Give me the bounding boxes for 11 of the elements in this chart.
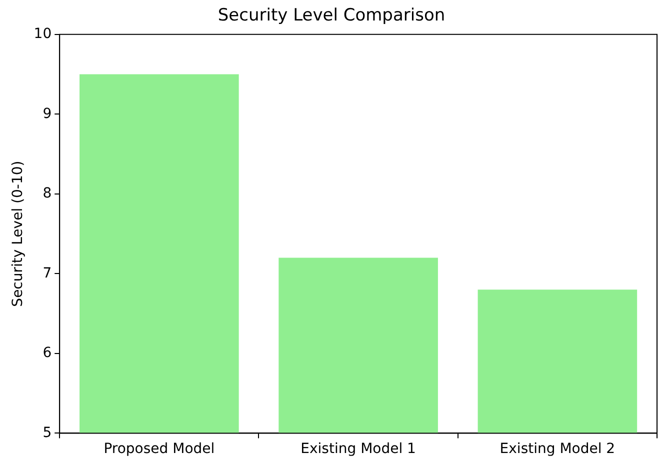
y-tick-label: 5: [42, 424, 52, 441]
x-tick-label: Existing Model 2: [500, 441, 616, 458]
y-tick-label: 9: [42, 106, 52, 122]
y-axis-title: Security Level (0-10): [10, 160, 26, 307]
x-tick-label: Existing Model 1: [300, 441, 416, 458]
y-tick-label: 7: [42, 265, 52, 282]
y-tick-label: 10: [34, 26, 52, 42]
y-tick-label: 6: [42, 345, 52, 362]
y-tick-label: 8: [42, 186, 52, 202]
x-tick-label: Proposed Model: [104, 441, 215, 458]
chart-title: Security Level Comparison: [218, 6, 446, 26]
